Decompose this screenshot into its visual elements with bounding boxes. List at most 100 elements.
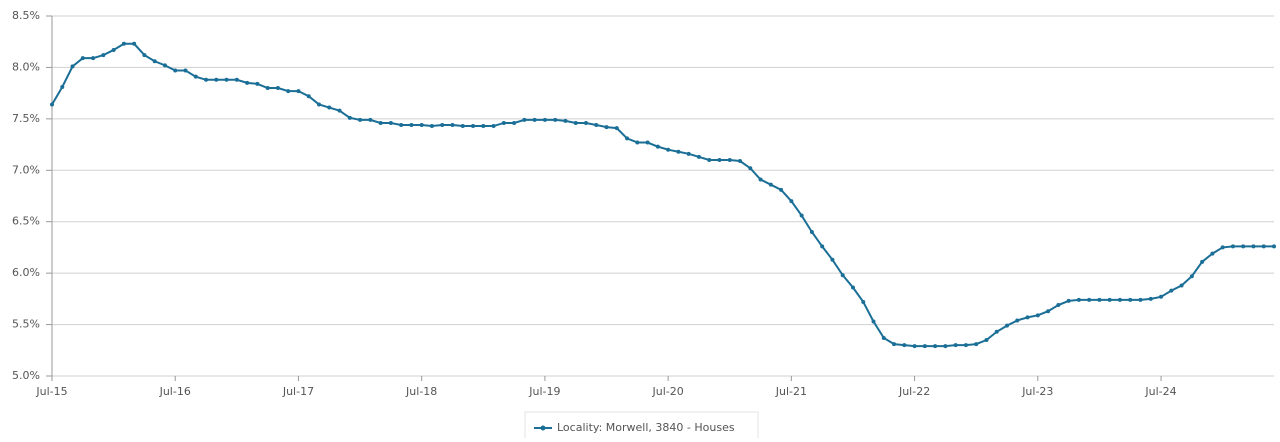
- x-tick-label: Jul-22: [898, 385, 930, 398]
- point: [1035, 313, 1040, 318]
- point: [50, 102, 54, 107]
- point: [840, 273, 845, 278]
- point: [162, 63, 167, 68]
- x-tick-label: Jul-24: [1144, 385, 1176, 398]
- point: [553, 117, 558, 122]
- point: [542, 117, 547, 122]
- point: [234, 77, 239, 82]
- point: [573, 120, 578, 125]
- point: [532, 117, 537, 122]
- point: [583, 120, 588, 125]
- point: [871, 319, 876, 324]
- point: [666, 147, 671, 152]
- point: [522, 117, 527, 122]
- point: [933, 344, 938, 349]
- point: [892, 342, 897, 347]
- point: [604, 125, 609, 130]
- point: [963, 343, 968, 348]
- point: [409, 123, 414, 128]
- y-tick-label: 6.0%: [12, 266, 40, 279]
- point: [471, 124, 476, 129]
- x-tick-label: Jul-21: [775, 385, 807, 398]
- point: [368, 117, 373, 122]
- point: [1015, 318, 1020, 323]
- point: [80, 56, 85, 61]
- point: [132, 41, 137, 46]
- point: [286, 89, 291, 94]
- point: [1148, 296, 1153, 301]
- point: [861, 299, 866, 304]
- point: [224, 77, 229, 82]
- point: [696, 154, 701, 159]
- point: [245, 80, 250, 85]
- point: [1261, 244, 1266, 249]
- point: [748, 166, 753, 171]
- y-tick-label: 6.5%: [12, 215, 40, 228]
- point: [306, 94, 311, 99]
- point: [1107, 297, 1112, 302]
- point: [1076, 297, 1081, 302]
- point: [614, 126, 619, 131]
- point: [830, 257, 835, 262]
- point: [111, 47, 116, 52]
- x-tick-label: Jul-17: [282, 385, 314, 398]
- point: [686, 151, 691, 156]
- point: [655, 144, 660, 149]
- point: [738, 159, 743, 164]
- point: [491, 124, 496, 129]
- point: [902, 343, 907, 348]
- y-tick-label: 5.5%: [12, 318, 40, 331]
- x-tick-label: Jul-19: [528, 385, 560, 398]
- point: [779, 187, 784, 192]
- point: [204, 77, 209, 82]
- x-tick-label: Jul-18: [405, 385, 437, 398]
- point: [922, 344, 927, 349]
- point: [1251, 244, 1256, 249]
- point: [594, 123, 599, 128]
- point: [1138, 297, 1143, 302]
- point: [758, 177, 763, 182]
- point: [768, 182, 773, 187]
- point: [152, 59, 157, 64]
- point: [1066, 298, 1071, 303]
- point: [91, 56, 96, 61]
- point: [676, 149, 681, 154]
- point: [460, 124, 465, 129]
- legend-symbol-dot: [540, 425, 546, 431]
- point: [717, 158, 722, 162]
- legend-label: Locality: Morwell, 3840 - Houses: [557, 421, 735, 434]
- x-tick-label: Jul-20: [652, 385, 684, 398]
- point: [1210, 251, 1215, 256]
- y-tick-label: 7.5%: [12, 112, 40, 125]
- point: [1272, 244, 1276, 249]
- point: [912, 344, 917, 349]
- point: [358, 117, 363, 122]
- y-tick-label: 8.0%: [12, 60, 40, 73]
- point: [440, 123, 445, 128]
- point: [1128, 297, 1133, 302]
- point: [974, 342, 979, 347]
- point: [481, 124, 486, 129]
- point: [70, 64, 75, 69]
- point: [60, 84, 65, 89]
- point: [255, 81, 260, 86]
- point: [1220, 245, 1225, 250]
- point: [984, 338, 989, 342]
- y-tick-label: 7.0%: [12, 163, 40, 176]
- point: [337, 108, 342, 113]
- y-tick-label: 8.5%: [12, 9, 40, 22]
- point: [399, 123, 404, 128]
- legend: Locality: Morwell, 3840 - Houses: [524, 411, 759, 442]
- point: [419, 123, 424, 128]
- point: [388, 120, 393, 125]
- point: [1169, 288, 1174, 293]
- point: [1005, 323, 1010, 328]
- point: [563, 118, 568, 123]
- point: [1087, 297, 1092, 302]
- x-tick-label: Jul-23: [1021, 385, 1053, 398]
- point: [347, 115, 352, 120]
- legend-box: [524, 411, 759, 442]
- point: [1189, 274, 1194, 279]
- point: [214, 77, 219, 82]
